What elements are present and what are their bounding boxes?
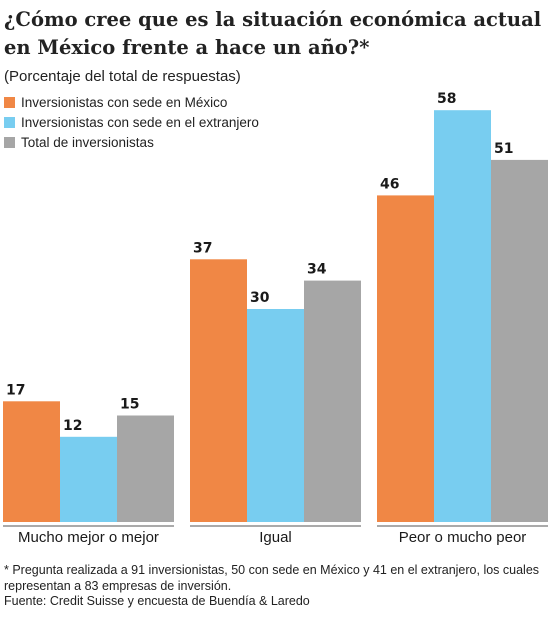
bar-value-label: 51 — [494, 141, 513, 157]
bar — [247, 309, 304, 522]
bar-value-label: 15 — [120, 397, 139, 413]
bar — [117, 415, 174, 522]
category-label: Peor o mucho peor — [399, 529, 527, 546]
category-label: Mucho mejor o mejor — [18, 529, 159, 546]
source-note: Fuente: Credit Suisse y encuesta de Buen… — [4, 594, 310, 608]
footnote: * Pregunta realizada a 91 inversionistas… — [4, 563, 540, 593]
legend-swatch-mexico — [4, 96, 15, 108]
legend-label-total: Total de inversionistas — [21, 134, 154, 150]
bar — [190, 259, 247, 522]
bar — [434, 110, 491, 522]
bar — [377, 195, 434, 522]
legend-item-extranjero: Inversionistas con sede en el extranjero — [4, 112, 259, 132]
legend: Inversionistas con sede en México Invers… — [4, 92, 259, 152]
bar — [60, 436, 117, 522]
bar-value-label: 12 — [63, 418, 82, 434]
chart-title: ¿Cómo cree que es la situación económica… — [4, 8, 542, 59]
legend-label-mexico: Inversionistas con sede en México — [21, 94, 228, 110]
legend-item-total: Total de inversionistas — [4, 132, 259, 152]
bar-value-label: 58 — [437, 91, 456, 107]
bar-value-label: 30 — [250, 290, 270, 306]
legend-swatch-total — [4, 136, 15, 148]
bar — [3, 401, 60, 522]
category-label: Igual — [259, 529, 292, 546]
bar-value-label: 37 — [193, 240, 212, 256]
legend-label-extranjero: Inversionistas con sede en el extranjero — [21, 114, 259, 130]
bar — [491, 159, 548, 522]
bar-value-label: 34 — [307, 262, 327, 278]
bar-value-label: 17 — [6, 382, 25, 398]
bar-value-label: 46 — [380, 176, 399, 192]
chart-subtitle: (Porcentaje del total de respuestas) — [4, 68, 241, 85]
legend-item-mexico: Inversionistas con sede en México — [4, 92, 259, 112]
legend-swatch-extranjero — [4, 116, 15, 128]
bar — [304, 280, 361, 522]
